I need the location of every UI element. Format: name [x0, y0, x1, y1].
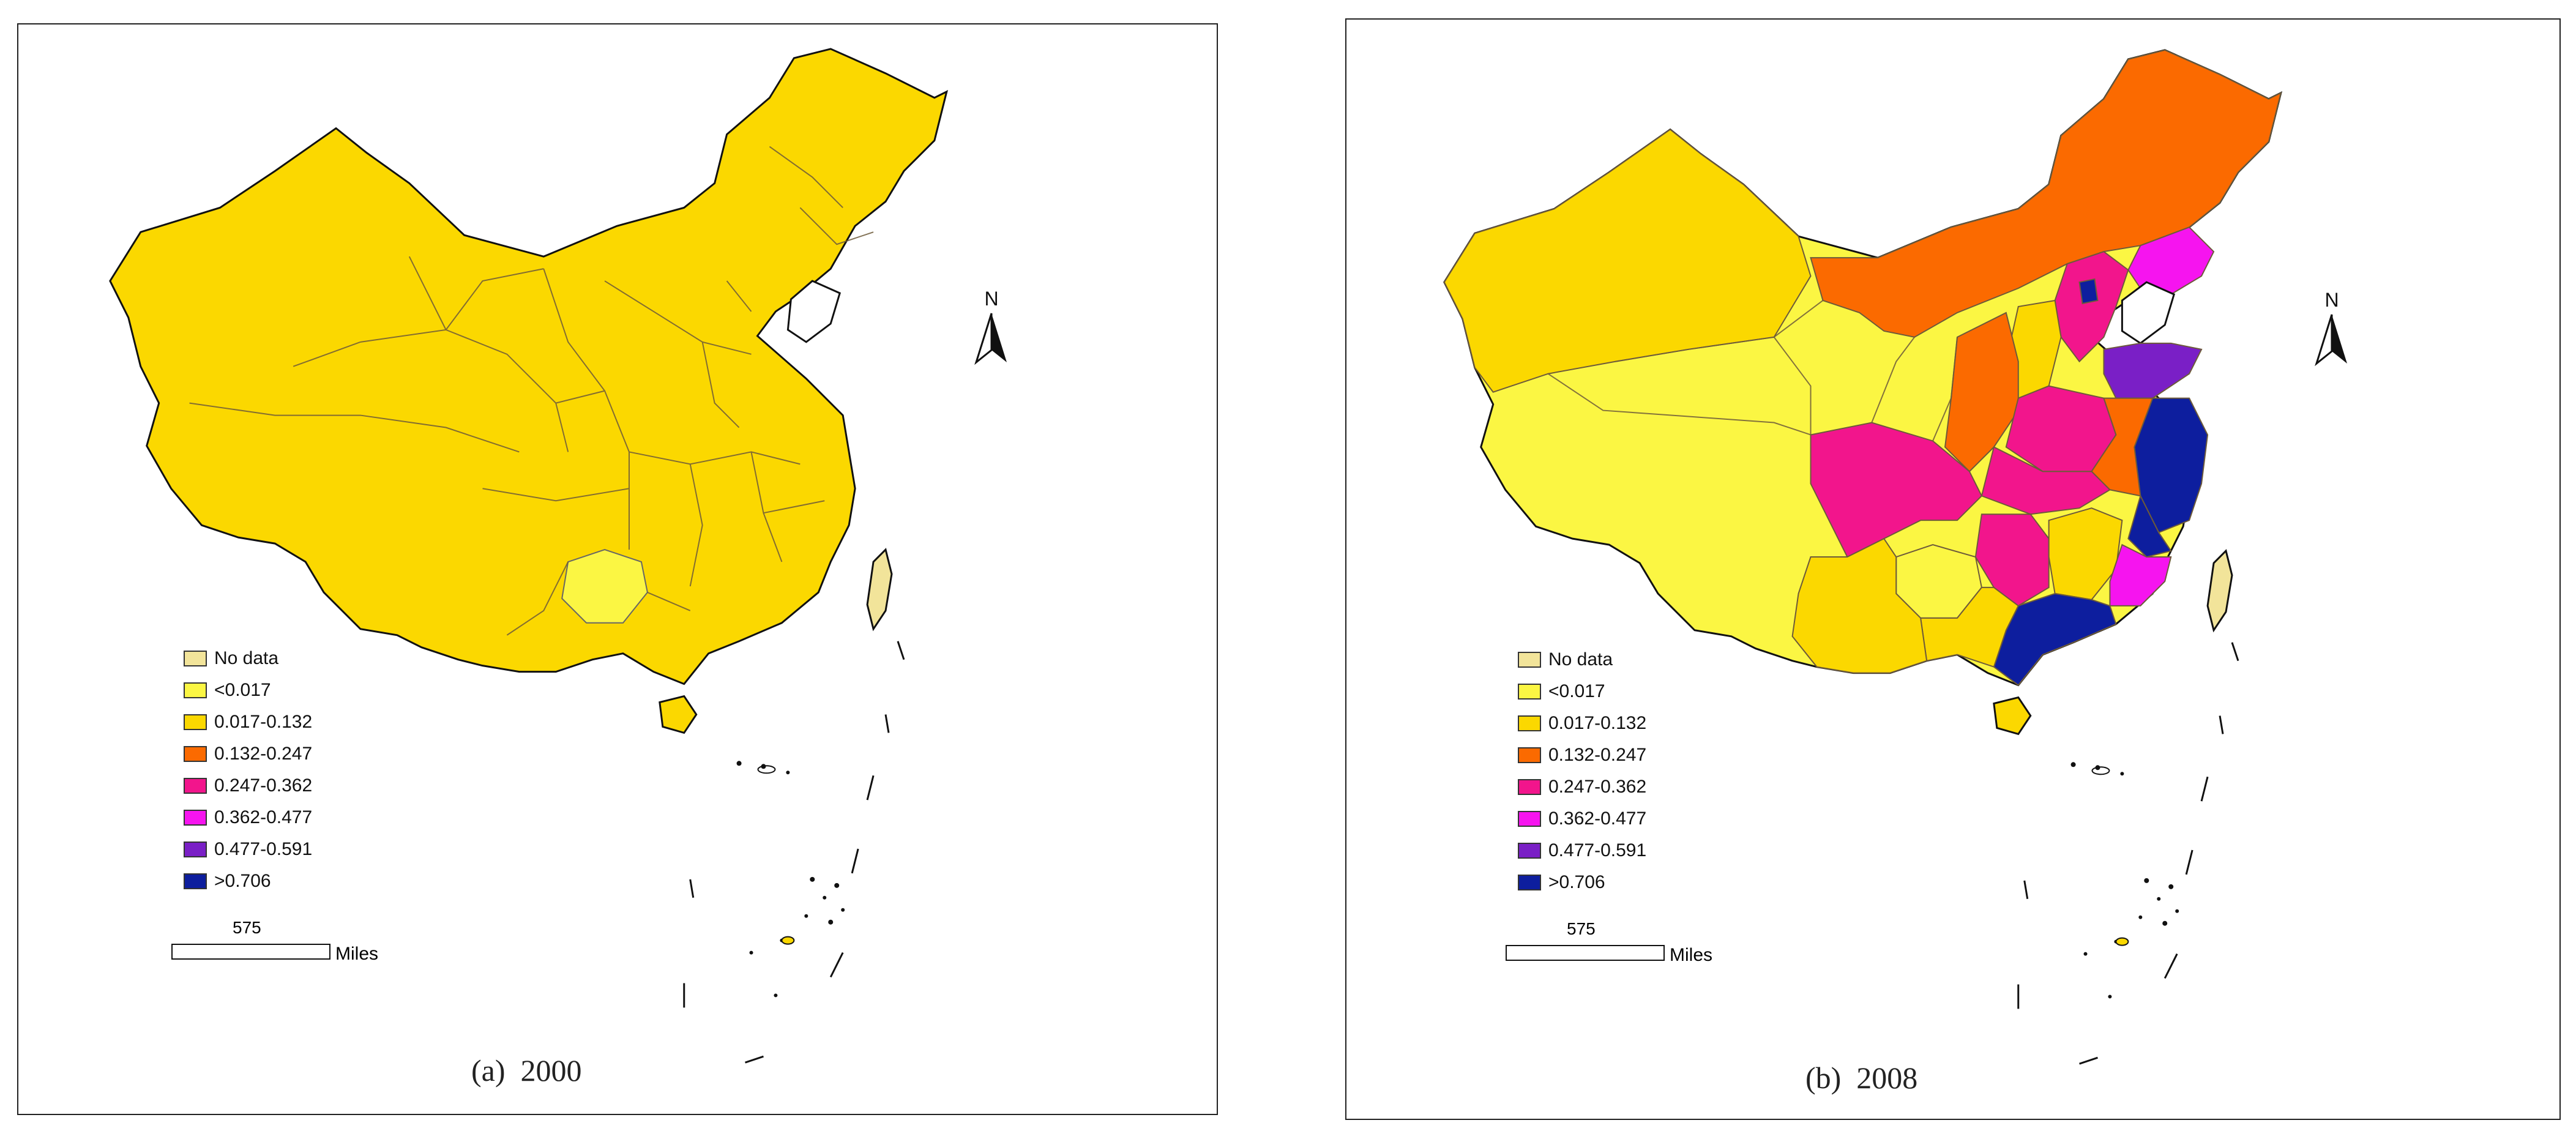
legend-swatch [1518, 779, 1541, 795]
legend-item: 0.362-0.477 [184, 802, 312, 834]
region-zhejiang [2127, 494, 2172, 558]
province-boundaries [189, 146, 874, 636]
scale-unit: Miles [1670, 945, 1713, 965]
legend-swatch [184, 651, 207, 666]
china-map-2000 [109, 48, 949, 1064]
region-tianjin [2078, 278, 2099, 305]
legend-label: 0.362-0.477 [1548, 808, 1647, 829]
legend-label: >0.706 [1548, 872, 1605, 892]
legend-label: <0.017 [214, 680, 271, 700]
legend-swatch [1518, 747, 1541, 763]
legend-item: 0.132-0.247 [184, 738, 312, 770]
nine-dash-line [2017, 642, 2239, 1065]
legend-label: 0.132-0.247 [1548, 745, 1647, 765]
legend-swatch [184, 810, 207, 826]
north-label: N [2324, 289, 2339, 311]
region-hunan [1974, 513, 2050, 607]
legend-swatch [184, 873, 207, 889]
hainan [1993, 696, 2032, 736]
north-arrow-icon [974, 313, 1007, 365]
scale-bar: 575 Miles [1506, 919, 1763, 968]
legend: No data <0.017 0.017-0.132 0.132-0.247 0… [1518, 644, 1646, 898]
region-yunnan [1791, 537, 1928, 674]
region-guangxi [1919, 586, 2020, 668]
map-panel-2000: N No data <0.017 0.017-0.132 0.132-0.247… [17, 23, 1218, 1115]
legend-label: 0.017-0.132 [214, 712, 313, 732]
legend-item: No data [184, 643, 312, 674]
legend-item: No data [1518, 644, 1646, 676]
region-anhui [2091, 397, 2154, 497]
scale-value: 575 [233, 918, 261, 937]
north-arrow-icon [2315, 314, 2347, 367]
south-sea-islands [736, 761, 845, 998]
scale-unit: Miles [335, 944, 379, 964]
legend-swatch [184, 778, 207, 794]
legend-swatch [184, 746, 207, 762]
legend-item: 0.017-0.132 [184, 706, 312, 738]
bohai-sea [786, 280, 841, 343]
map-panel-2008: N No data <0.017 0.017-0.132 0.132-0.247… [1345, 18, 2561, 1120]
scale-bar: 575 Miles [171, 918, 428, 967]
legend-item: 0.477-0.591 [184, 834, 312, 865]
legend-swatch [1518, 684, 1541, 700]
legend-item: <0.017 [184, 674, 312, 706]
legend-label: >0.706 [214, 871, 271, 891]
legend-swatch [1518, 652, 1541, 668]
legend-swatch [1518, 875, 1541, 890]
legend-swatch [1518, 811, 1541, 827]
legend-label: 0.247-0.362 [214, 775, 313, 796]
legend-label: 0.362-0.477 [214, 807, 313, 827]
legend-item: 0.362-0.477 [1518, 803, 1646, 835]
region-hubei [1981, 446, 2111, 515]
legend-item: 0.247-0.362 [1518, 771, 1646, 803]
legend-swatch [1518, 715, 1541, 731]
south-sea-islands [2070, 762, 2179, 999]
legend-item: >0.706 [1518, 867, 1646, 898]
region-shandong [2103, 342, 2203, 399]
legend-label: No data [1548, 649, 1613, 670]
north-arrow: N [2310, 289, 2353, 370]
north-label: N [984, 288, 999, 310]
region-inner-mongolia [1810, 49, 2282, 338]
scale-bar-box [171, 944, 330, 960]
taiwan [2206, 549, 2233, 633]
bohai-sea [2121, 281, 2176, 345]
legend-swatch [1518, 843, 1541, 859]
panel-caption: (a) 2000 [471, 1053, 582, 1088]
legend-label: 0.477-0.591 [1548, 840, 1647, 860]
region-guizhou [561, 549, 648, 624]
region-jiangxi [2048, 507, 2123, 600]
legend: No data <0.017 0.017-0.132 0.132-0.247 0… [184, 643, 312, 897]
china-map-2008 [1443, 49, 2283, 1065]
legend-label: 0.247-0.362 [1548, 777, 1647, 797]
china-outline [109, 48, 949, 685]
taiwan [866, 548, 893, 632]
scale-value: 575 [1567, 919, 1596, 938]
region-sichuan [1810, 422, 1983, 558]
legend-label: 0.477-0.591 [214, 839, 313, 859]
region-liaoning [2127, 226, 2215, 296]
legend-item: 0.132-0.247 [1518, 739, 1646, 771]
scale-bar-box [1506, 945, 1665, 961]
legend-swatch [184, 842, 207, 857]
province-boundaries [1547, 300, 1958, 441]
legend-label: <0.017 [1548, 681, 1605, 701]
legend-item: 0.247-0.362 [184, 770, 312, 802]
legend-item: 0.017-0.132 [1518, 707, 1646, 739]
legend-label: 0.132-0.247 [214, 744, 313, 764]
nine-dash-line [683, 641, 905, 1064]
region-fujian [2109, 543, 2172, 606]
legend-swatch [184, 682, 207, 698]
hainan [659, 695, 698, 734]
legend-item: >0.706 [184, 865, 312, 897]
legend-swatch [184, 714, 207, 730]
panel-caption: (b) 2008 [1805, 1061, 1918, 1095]
legend-label: 0.017-0.132 [1548, 713, 1647, 733]
legend-item: 0.477-0.591 [1518, 835, 1646, 867]
legend-label: No data [214, 648, 279, 668]
legend-item: <0.017 [1518, 676, 1646, 707]
north-arrow: N [970, 288, 1013, 368]
